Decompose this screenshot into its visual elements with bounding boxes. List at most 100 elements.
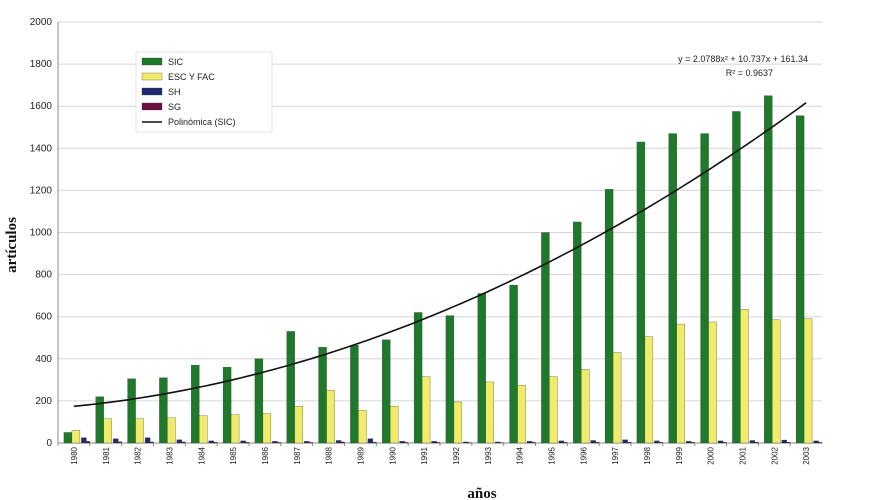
y-axis-title: artículos — [4, 217, 20, 273]
bar-sic-1987 — [286, 331, 295, 444]
bar-esc-y-fac-1997 — [612, 352, 622, 444]
legend-swatch — [141, 72, 163, 81]
bar-sg-1986 — [276, 442, 282, 444]
legend-swatch — [141, 87, 163, 96]
bar-sh-1990 — [399, 441, 405, 444]
bar-sh-1981 — [113, 438, 119, 444]
x-tick-label: 1995 — [547, 446, 556, 464]
trend-equation-text: y = 2.0788x² + 10.737x + 161.34 — [678, 54, 808, 64]
bar-sic-1996 — [573, 221, 582, 444]
bar-sh-1988 — [335, 440, 342, 444]
bar-sh-1995 — [558, 440, 565, 444]
bar-sic-1995 — [541, 232, 550, 444]
bar-esc-y-fac-2002 — [772, 319, 781, 444]
bar-sic-1986 — [254, 358, 264, 444]
y-tick-label: 0 — [46, 438, 52, 449]
y-tick-label: 1000 — [30, 228, 53, 239]
bar-esc-y-fac-1993 — [485, 381, 494, 444]
bar-esc-y-fac-1995 — [549, 376, 558, 444]
bar-sg-1983 — [181, 441, 186, 444]
legend-label: ESC Y FAC — [168, 72, 215, 82]
bar-sic-1991 — [413, 312, 423, 444]
bar-sh-1997 — [622, 439, 628, 444]
bar-sh-1999 — [686, 441, 692, 444]
bar-sic-1989 — [350, 344, 359, 444]
bar-sic-2003 — [795, 115, 805, 444]
y-tick-label: 2000 — [30, 17, 53, 28]
bar-sg-1985 — [244, 442, 250, 444]
trendline — [73, 102, 807, 408]
bars — [63, 95, 823, 444]
bar-sh-1980 — [81, 437, 87, 444]
bar-sg-1987 — [308, 442, 313, 444]
bar-sh-1987 — [304, 441, 310, 444]
bar-esc-y-fac-1980 — [71, 430, 81, 444]
y-tick-label: 800 — [35, 270, 52, 281]
y-tick-label: 200 — [35, 396, 52, 407]
bar-sh-1985 — [240, 440, 246, 444]
bar-sh-1989 — [367, 438, 374, 444]
bar-sic-2002 — [764, 95, 773, 444]
bar-esc-y-fac-1984 — [199, 415, 208, 444]
bar-sh-2000 — [717, 440, 724, 444]
bar-sh-1991 — [431, 441, 437, 444]
bar-sh-1982 — [144, 437, 151, 444]
bar-esc-y-fac-1994 — [517, 384, 526, 444]
bar-sg-1998 — [658, 442, 664, 444]
bar-sh-1986 — [272, 441, 278, 444]
bar-sh-2001 — [749, 440, 756, 444]
trendline-path — [73, 102, 807, 408]
x-tick-label: 1984 — [197, 446, 206, 464]
bar-sh-1996 — [590, 440, 596, 444]
bar-sic-1992 — [445, 315, 455, 444]
bar-sic-2001 — [732, 111, 741, 444]
x-axis-title: años — [467, 486, 496, 500]
bar-sg-1990 — [404, 442, 409, 444]
y-tick-label: 1200 — [30, 185, 53, 196]
x-tick-label: 1989 — [356, 446, 365, 464]
bar-esc-y-fac-1991 — [421, 376, 431, 444]
bar-sic-1985 — [222, 367, 232, 444]
bar-esc-y-fac-1999 — [676, 323, 685, 444]
legend-swatch — [141, 102, 163, 111]
bar-sh-1984 — [208, 440, 214, 444]
bar-sh-2003 — [813, 440, 819, 444]
bar-sg-1982 — [149, 441, 154, 444]
legend-swatch — [141, 57, 163, 66]
bar-sh-1992 — [463, 441, 469, 444]
trend-r2-text: R² = 0.9637 — [726, 68, 773, 78]
x-tick-label: 1988 — [325, 446, 334, 464]
y-tick-label: 1400 — [30, 143, 53, 154]
trend-equation: y = 2.0788x² + 10.737x + 161.34 R² = 0.9… — [678, 54, 808, 78]
bar-sg-1994 — [531, 442, 536, 444]
bar-sic-1997 — [604, 189, 614, 444]
bar-sg-1988 — [340, 441, 345, 444]
bar-sic-1980 — [63, 432, 73, 444]
bar-sg-1996 — [595, 442, 600, 444]
y-tick-label: 1600 — [30, 101, 53, 112]
bar-esc-y-fac-2003 — [803, 318, 813, 444]
x-tick-label: 1991 — [420, 446, 429, 464]
bar-sic-1982 — [127, 378, 136, 444]
x-tick-label: 1994 — [516, 446, 525, 464]
bar-esc-y-fac-1987 — [294, 406, 303, 444]
x-tick-label: 1997 — [611, 446, 620, 464]
bar-sic-1984 — [191, 364, 200, 444]
bar-esc-y-fac-1986 — [262, 413, 272, 444]
bar-esc-y-fac-1985 — [230, 414, 240, 444]
bar-sh-1994 — [526, 441, 533, 444]
bar-sg-1997 — [626, 442, 632, 444]
bar-esc-y-fac-1981 — [103, 418, 112, 444]
bar-sg-2001 — [754, 442, 759, 444]
bar-sic-1998 — [636, 141, 646, 444]
x-tick-label: 1981 — [102, 446, 111, 464]
bar-sg-2000 — [722, 442, 727, 444]
bar-sh-1993 — [495, 441, 501, 444]
x-tick-label: 2001 — [738, 446, 747, 464]
x-tick-label: 1982 — [134, 446, 143, 464]
bar-sg-1989 — [372, 442, 377, 444]
bar-sg-2002 — [786, 442, 791, 444]
legend-label: SG — [168, 102, 181, 112]
x-tick-label: 1999 — [675, 446, 684, 464]
x-tick-label: 1996 — [579, 446, 588, 464]
